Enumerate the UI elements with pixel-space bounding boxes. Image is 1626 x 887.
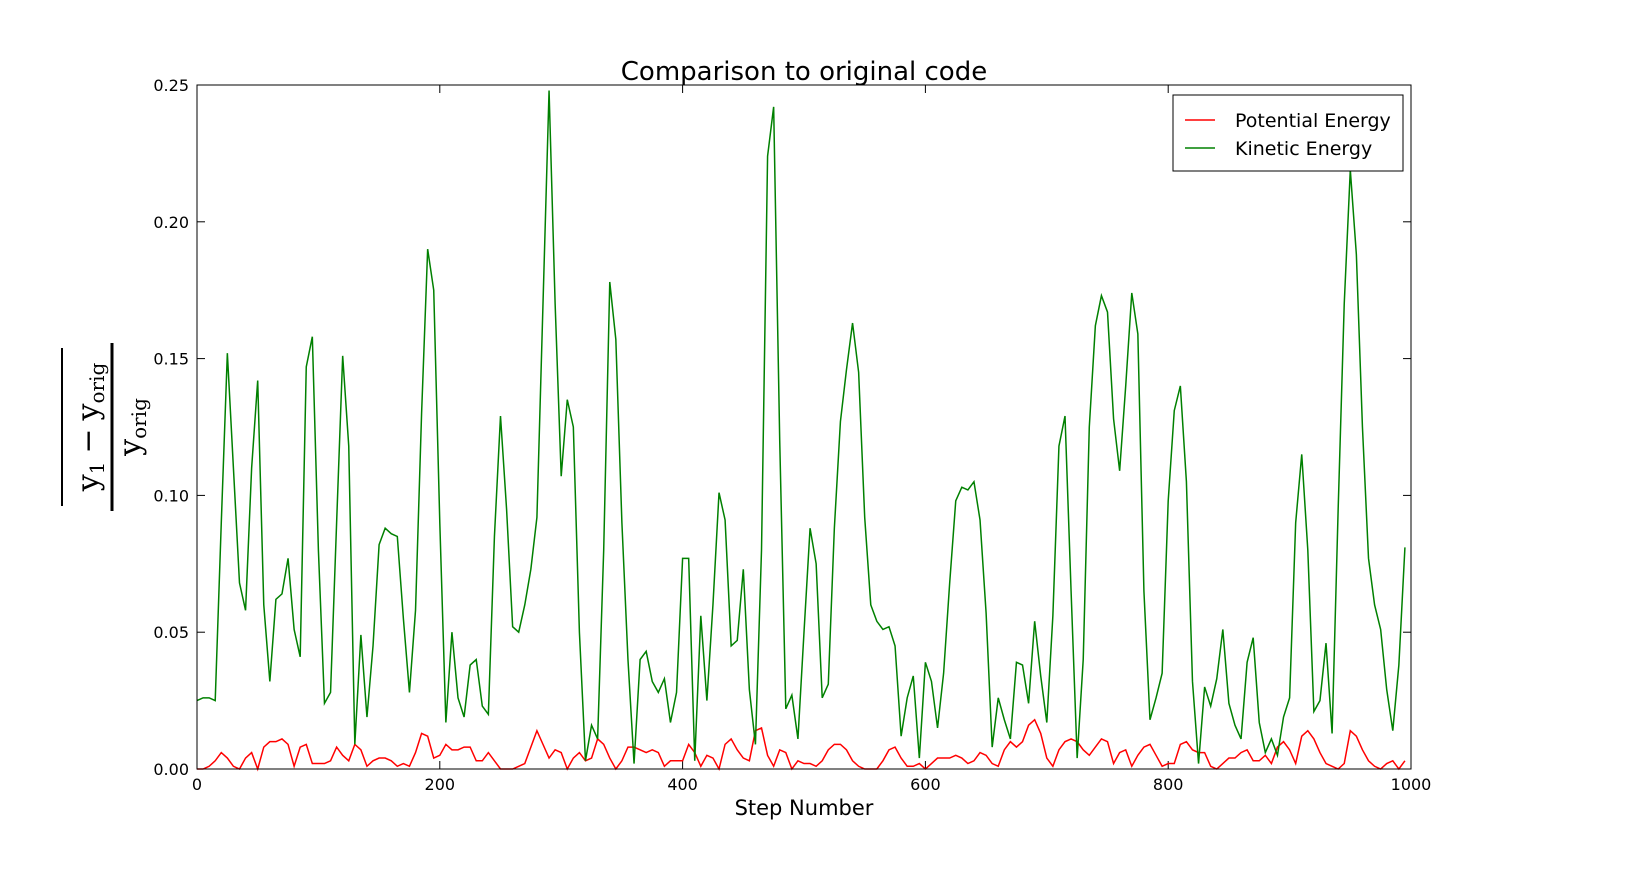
y-label-part: y bbox=[71, 403, 106, 421]
chart-title: Comparison to original code bbox=[621, 57, 987, 87]
y-label-part: orig bbox=[127, 398, 151, 439]
y-label-part: − bbox=[71, 428, 106, 453]
y-label-part: 1 bbox=[85, 462, 109, 475]
y-axis-label: y1−yorig yorig bbox=[61, 343, 151, 511]
legend-label: Kinetic Energy bbox=[1235, 138, 1372, 160]
x-tick-label: 1000 bbox=[1391, 775, 1432, 794]
y-tick-label: 0.10 bbox=[153, 486, 189, 505]
x-tick-label: 800 bbox=[1153, 775, 1184, 794]
legend-label: Potential Energy bbox=[1235, 110, 1391, 132]
x-tick-label: 600 bbox=[910, 775, 941, 794]
y-label-part: orig bbox=[85, 363, 109, 404]
y-label-numerator: y1−yorig bbox=[71, 363, 109, 493]
y-tick-label: 0.20 bbox=[153, 213, 189, 232]
y-label-part: y bbox=[113, 439, 148, 457]
y-tick-label: 0.05 bbox=[153, 623, 189, 642]
y-tick-label: 0.25 bbox=[153, 76, 189, 95]
x-tick-label: 400 bbox=[667, 775, 698, 794]
data-line bbox=[196, 90, 1406, 764]
legend: Potential Energy Kinetic Energy bbox=[1172, 94, 1404, 172]
y-label-part: y bbox=[71, 474, 106, 492]
plot-frame bbox=[196, 84, 1412, 770]
y-tick-label: 0.00 bbox=[153, 760, 189, 779]
x-tick-label: 0 bbox=[192, 775, 202, 794]
y-tick-label: 0.15 bbox=[153, 350, 189, 369]
x-axis-label: Step Number bbox=[735, 796, 874, 820]
y-label-denominator: yorig bbox=[113, 398, 151, 457]
data-line bbox=[197, 718, 1406, 772]
legend-box bbox=[1172, 94, 1404, 172]
x-tick-label: 200 bbox=[425, 775, 456, 794]
